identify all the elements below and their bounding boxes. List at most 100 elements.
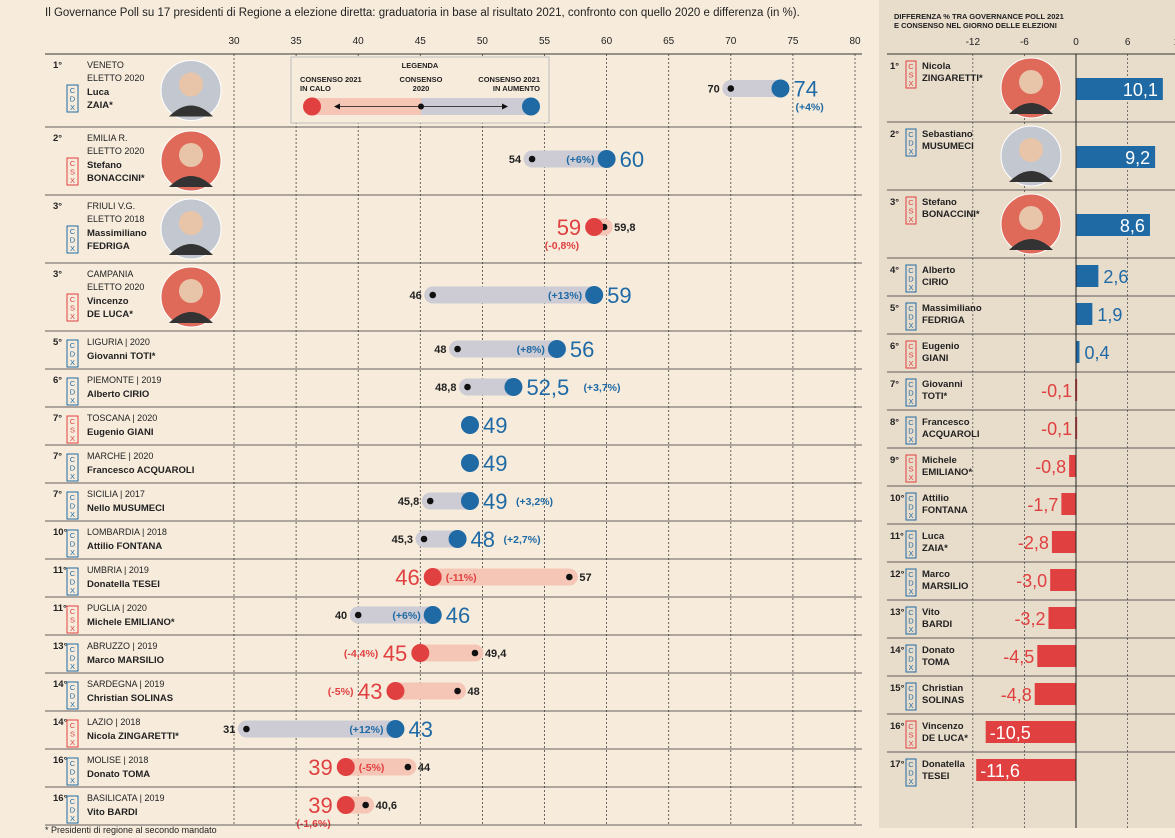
diff-value-label: 10,1 (1123, 80, 1158, 100)
coalition-letter: D (70, 692, 76, 701)
coalition-badge (905, 378, 917, 407)
dot-2020 (464, 383, 471, 391)
diff-bar (1051, 531, 1076, 553)
dot-2020 (426, 497, 434, 505)
coalition-letter: D (908, 693, 914, 702)
diff-label: (+8%) (517, 344, 545, 356)
coalition-letter: D (70, 806, 76, 815)
coalition-letter: C (70, 227, 76, 236)
diff-label: (+6%) (566, 154, 594, 166)
diff-value-label: -0,1 (1041, 419, 1072, 439)
last-name: ZAIA* (87, 100, 113, 111)
value-2020-label: 44 (418, 762, 431, 774)
table-row: 14° LAZIO | 2018 CSX Nicola ZINGARETTI* 43 31… (45, 710, 862, 748)
rank-label: 5° (53, 337, 62, 348)
dot-2020 (354, 611, 362, 619)
coalition-letter: D (908, 389, 914, 398)
last-name: BONACCINI* (922, 209, 980, 220)
region-label: TOSCANA | 2020 (87, 413, 157, 423)
first-name: Vincenzo (922, 721, 964, 732)
x-tick-label: 65 (663, 36, 675, 47)
coalition-letter: X (908, 283, 913, 292)
region-label: SARDEGNA | 2019 (87, 679, 164, 689)
diff-bar (1076, 78, 1163, 100)
rank-label: 10° (53, 527, 68, 538)
coalition-badge (66, 491, 79, 520)
x-tick-label: 55 (539, 36, 551, 47)
first-name: Donato (922, 645, 955, 656)
coalition-letter: C (70, 569, 76, 578)
coalition-letter: D (70, 578, 76, 587)
diff-label: (-0,8%) (545, 240, 579, 252)
last-name: FEDRIGA (922, 315, 965, 326)
table-row: 7° TOSCANA | 2020 CSX Eugenio GIANI 49 (45, 406, 862, 444)
coalition-letter: C (70, 721, 76, 730)
last-name: EMILIANO* (922, 467, 972, 478)
coalition-letter: C (908, 198, 914, 207)
table-row: 2° EMILIA R. CSX ELETTO 2020 Stefano BONACCIN… (45, 126, 862, 192)
rank-label: 11° (890, 531, 904, 542)
last-name: MARSILIO (922, 581, 968, 592)
diff-value-label: -2,8 (1018, 533, 1049, 553)
dot-2021 (336, 796, 355, 814)
value-2020-label: 46 (409, 290, 421, 302)
coalition-letter: X (70, 700, 75, 709)
region-label: ABRUZZO | 2019 (87, 641, 157, 651)
coalition-letter: C (908, 646, 914, 655)
coalition-letter: D (70, 768, 76, 777)
coalition-letter: X (70, 434, 75, 443)
value-2021-label: 46 (446, 603, 470, 628)
dot-2020 (454, 345, 461, 353)
last-name: TOMA (922, 657, 950, 668)
rank-label: 3° (890, 197, 899, 208)
value-2020-label: 31 (223, 724, 235, 736)
diff-bar (1076, 303, 1093, 325)
portrait-face (179, 72, 203, 97)
first-name: Vincenzo (87, 296, 129, 307)
x-tick-label: 40 (353, 36, 365, 47)
coalition-letter: X (908, 587, 913, 596)
value-2021-label: 46 (395, 565, 419, 590)
region-label: LOMBARDIA | 2018 (87, 527, 167, 537)
first-name: Eugenio (922, 341, 960, 352)
name-label: Alberto CIRIO (87, 389, 149, 400)
coalition-badge (66, 225, 79, 254)
diff-bar (1076, 341, 1080, 363)
x-tick-label: 6 (1125, 37, 1131, 48)
last-name: ZINGARETTI* (922, 73, 983, 84)
x-tick-label: 70 (725, 36, 737, 47)
rank-label: 6° (53, 375, 62, 386)
coalition-letter: C (70, 455, 76, 464)
value-2020-label: 48 (434, 344, 446, 356)
value-2021-label: 60 (620, 147, 644, 172)
dot-2021 (423, 568, 442, 586)
value-2021-label: 49 (483, 451, 507, 476)
coalition-letter: C (70, 379, 76, 388)
first-name: Massimiliano (87, 228, 147, 239)
table-row: 3° CAMPANIA CSX ELETTO 2020 Vincenzo DE LUCA*… (45, 262, 862, 328)
diff-label: (-5%) (359, 762, 385, 774)
last-name: GIANI (922, 353, 948, 364)
diff-label: (-5%) (328, 686, 354, 698)
diff-value-label: 0,4 (1084, 343, 1109, 363)
diff-bar (1069, 455, 1076, 477)
region-label: MOLISE | 2018 (87, 755, 148, 765)
coalition-badge (66, 293, 79, 322)
region-label: PIEMONTE | 2019 (87, 375, 161, 385)
dot-2021 (411, 644, 430, 662)
portrait-shoulders (169, 176, 213, 187)
name-label: Francesco ACQUAROLI (87, 465, 194, 476)
first-name: Nicola (922, 61, 951, 72)
coalition-letter: D (908, 139, 914, 148)
coalition-letter: C (70, 797, 76, 806)
coalition-letter: C (70, 341, 76, 350)
diff-label: (+12%) (349, 724, 383, 736)
diff-label: (+6%) (392, 610, 420, 622)
coalition-letter: X (70, 176, 75, 185)
first-name: Luca (922, 531, 945, 542)
